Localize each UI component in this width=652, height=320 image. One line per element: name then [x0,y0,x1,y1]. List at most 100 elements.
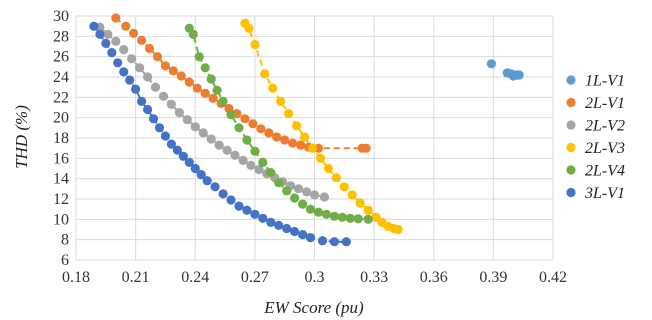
point-3L-V1 [250,209,260,219]
point-3L-V1 [131,84,141,94]
point-2L-V2 [238,155,248,165]
point-3L-V1 [274,220,284,230]
point-2L-V2 [302,187,312,197]
legend-label: 3L-V1 [584,185,625,202]
point-3L-V1 [101,38,111,49]
y-tick-label: 30 [53,8,69,25]
point-2L-V3 [323,163,333,174]
point-2L-V1 [240,114,250,124]
point-2L-V1 [184,77,194,87]
point-3L-V1 [210,182,220,192]
point-2L-V1 [160,61,170,71]
y-tick-label: 20 [53,110,69,127]
point-2L-V1 [264,128,274,138]
y-axis-title: THD (%) [12,105,31,169]
point-2L-V4 [363,214,373,224]
point-2L-V2 [246,160,256,170]
point-3L-V1 [329,237,339,247]
point-2L-V1 [288,138,298,148]
y-tick-label: 12 [53,191,69,208]
point-2L-V2 [158,91,169,101]
point-2L-V2 [309,190,320,200]
y-tick-label: 14 [53,171,69,188]
point-2L-V4 [305,204,316,214]
legend-label: 2L-V4 [585,163,625,180]
legend: 1L-V1 2L-V1 2L-V2 2L-V3 2L-V4 3L-V1 [566,73,625,202]
point-2L-V3 [260,69,270,79]
point-2L-V3 [315,153,326,163]
point-2L-V3 [339,182,349,192]
y-tick-label: 6 [61,252,69,269]
point-2L-V4 [226,110,236,120]
point-2L-V3 [244,23,254,33]
point-3L-V1 [95,29,105,39]
point-2L-V4 [266,168,276,178]
point-2L-V2 [103,29,113,39]
legend-label: 2L-V1 [585,95,625,112]
point-2L-V4 [345,213,355,223]
point-2L-V2 [119,45,129,55]
point-2L-V1 [129,28,139,38]
point-3L-V1 [166,139,176,149]
point-2L-V4 [313,207,324,217]
point-3L-V1 [218,189,228,199]
point-3L-V1 [107,48,117,58]
x-tick-label: 0.27 [241,269,269,286]
point-2L-V1 [248,119,258,129]
point-2L-V2 [198,128,208,138]
point-2L-V1 [200,88,210,98]
point-2L-V2 [319,192,329,202]
point-3L-V1 [119,67,129,77]
point-2L-V4 [258,157,268,167]
legend-marker [566,75,576,85]
point-3L-V1 [266,217,276,227]
point-2L-V3 [393,224,403,235]
point-2L-V4 [290,193,300,203]
point-2L-V2 [111,36,121,47]
point-2L-V4 [212,85,222,95]
point-2L-V4 [194,52,204,62]
point-1L-V1 [508,71,518,81]
point-2L-V2 [127,54,137,64]
point-2L-V2 [230,150,240,160]
point-3L-V1 [190,163,200,174]
y-tick-label: 22 [53,89,69,106]
point-2L-V3 [276,96,286,106]
point-2L-V3 [292,121,302,131]
point-2L-V2 [135,63,145,73]
point-2L-V2 [182,115,192,125]
point-3L-V1 [184,157,194,167]
point-2L-V1 [208,93,218,103]
point-3L-V1 [226,195,236,205]
point-3L-V1 [148,114,159,124]
legend-marker [566,165,576,175]
point-2L-V4 [329,211,339,221]
point-3L-V1 [89,21,99,31]
legend-label: 2L-V3 [585,140,625,157]
point-3L-V1 [258,213,268,223]
point-2L-V4 [250,146,260,156]
y-tick-label: 18 [53,130,69,147]
point-2L-V1 [144,43,155,54]
point-3L-V1 [242,205,252,215]
y-tick-label: 26 [53,49,69,66]
point-2L-V3 [284,109,294,119]
point-2L-V1 [121,21,131,31]
y-tick-label: 24 [53,69,69,86]
legend-label: 2L-V2 [585,118,625,135]
point-3L-V1 [154,123,165,133]
y-tick-labels: 6 8 10 12 14 16 18 20 22 24 26 28 30 [53,8,69,269]
point-3L-V1 [234,201,244,211]
point-2L-V4 [234,123,244,133]
point-3L-V1 [290,226,300,237]
point-2L-V3 [331,173,341,183]
point-2L-V4 [282,186,292,196]
x-tick-label: 0.24 [181,269,209,286]
point-2L-V4 [274,178,284,188]
point-2L-V1 [256,124,266,134]
point-3L-V1 [298,230,308,240]
x-tick-label: 0.18 [62,269,90,286]
point-3L-V1 [125,75,135,85]
x-tick-labels: 0.18 0.21 0.24 0.27 0.3 0.33 0.36 0.39 0.42 [62,269,567,286]
